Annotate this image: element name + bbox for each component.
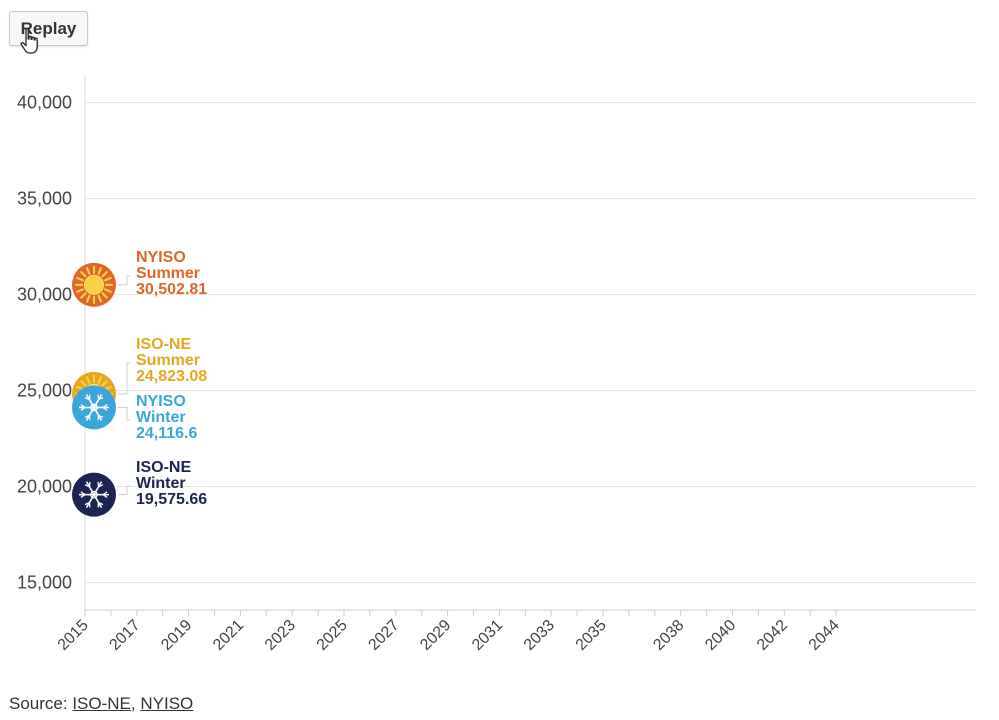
series-label-line: NYISO [136,249,186,266]
series-label-line: NYISO [136,393,186,410]
y-tick-label: 30,000 [17,285,72,305]
source-separator: , [130,694,136,713]
x-tick-label: 2035 [573,617,610,654]
x-tick-label: 2023 [262,617,299,654]
source-link-iso-ne[interactable]: ISO-NE [72,694,131,713]
grid [85,102,976,583]
y-axis: 15,000 20,000 25,000 30,000 35,000 40,000 [17,75,86,610]
replay-button[interactable]: Replay [9,11,88,46]
x-tick-label: 2019 [158,617,195,654]
y-tick-label: 15,000 [17,573,72,593]
series-label-line: Summer [136,352,200,369]
y-tick-label: 35,000 [17,189,72,209]
x-tick-label: 2031 [469,617,506,654]
snowflake-icon [72,472,116,517]
x-tick-label: 2038 [650,617,687,654]
label-connector [118,275,130,286]
series-label-line: Summer [136,265,200,282]
series-label-line: Winter [136,475,186,492]
x-tick-label: 2040 [702,617,739,654]
x-tick-label: 2033 [521,617,558,654]
source-link-nyiso[interactable]: NYISO [140,694,194,713]
label-connector [118,406,130,421]
x-tick-label: 2044 [806,617,843,654]
series-label-line: 24,823.08 [136,368,207,385]
x-tick-label: 2015 [55,617,92,654]
sun-icon [72,262,116,307]
series-group: NYISOSummer30,502.81ISO-NESummer24,823.0… [72,249,207,517]
snowflake-icon [72,385,116,430]
y-tick-label: 40,000 [17,93,72,113]
x-tick-label: 2042 [754,617,791,654]
label-connector [118,485,130,496]
peak-load-chart: 15,000 20,000 25,000 30,000 35,000 40,000 201… [17,75,976,654]
x-tick-label: 2021 [210,617,247,654]
series-label-line: Winter [136,409,186,426]
x-axis: 2015 2017 2019 2021 2023 2025 2027 2029 2031 2033… [55,609,976,654]
series-label-line: 19,575.66 [136,491,207,508]
series-label-line: ISO-NE [136,336,191,353]
y-tick-label: 20,000 [17,477,72,497]
source-note: Source: ISO-NE, NYISO [9,694,193,714]
x-tick-label: 2029 [417,617,454,654]
source-prefix: Source: [9,694,68,713]
y-tick-label: 25,000 [17,381,72,401]
label-connector [118,362,130,395]
series-label-line: ISO-NE [136,459,191,476]
x-tick-label: 2027 [365,617,402,654]
series-label-line: 30,502.81 [136,281,207,298]
series-label-line: 24,116.6 [136,425,198,442]
x-tick-label: 2025 [314,617,351,654]
x-tick-label: 2017 [106,617,143,654]
